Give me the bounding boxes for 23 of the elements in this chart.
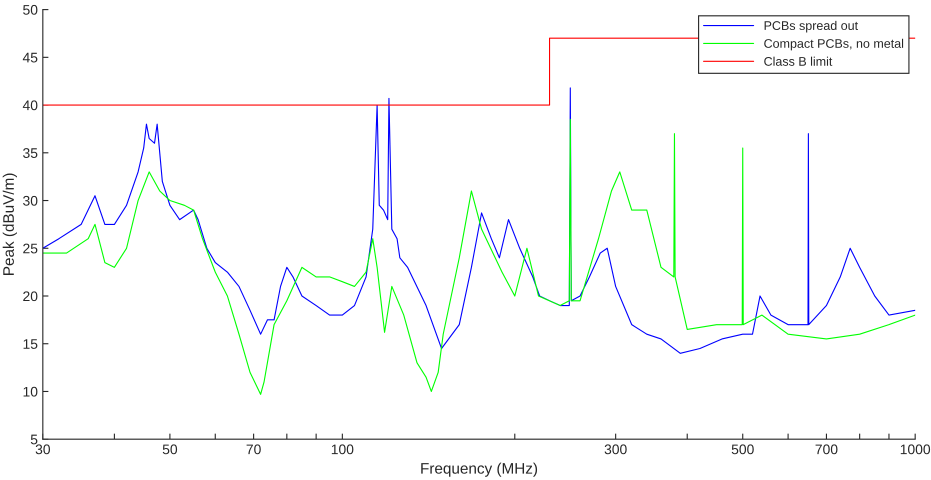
x-tick-label: 1000: [900, 444, 930, 454]
x-tick-label: 50: [162, 444, 178, 454]
x-axis-title: Frequency (MHz): [421, 462, 538, 477]
x-tick-label: 100: [332, 444, 354, 454]
legend-label: Class B limit: [764, 56, 832, 66]
y-tick-label: 25: [23, 244, 38, 254]
y-tick-label: 20: [23, 291, 38, 302]
x-tick-label: 70: [246, 444, 261, 454]
y-tick-label: 50: [23, 4, 38, 15]
y-tick-label: 35: [23, 148, 38, 158]
y-tick-label: 30: [23, 196, 38, 206]
y-tick-label: 45: [22, 52, 38, 63]
legend-label: PCBs spread out: [764, 20, 858, 32]
legend-label: Compact PCBs, no metal: [764, 38, 904, 50]
y-tick-label: 15: [24, 339, 38, 349]
x-tick-label: 300: [604, 444, 627, 454]
y-tick-label: 40: [22, 100, 38, 110]
y-tick-label: 10: [24, 386, 38, 397]
x-tick-label: 30: [36, 444, 50, 454]
y-axis-title: Peak (dBuV/m): [2, 174, 17, 275]
x-tick-label: 500: [732, 444, 754, 454]
y-tick-label: 5: [30, 434, 38, 444]
x-tick-label: 700: [816, 444, 838, 454]
